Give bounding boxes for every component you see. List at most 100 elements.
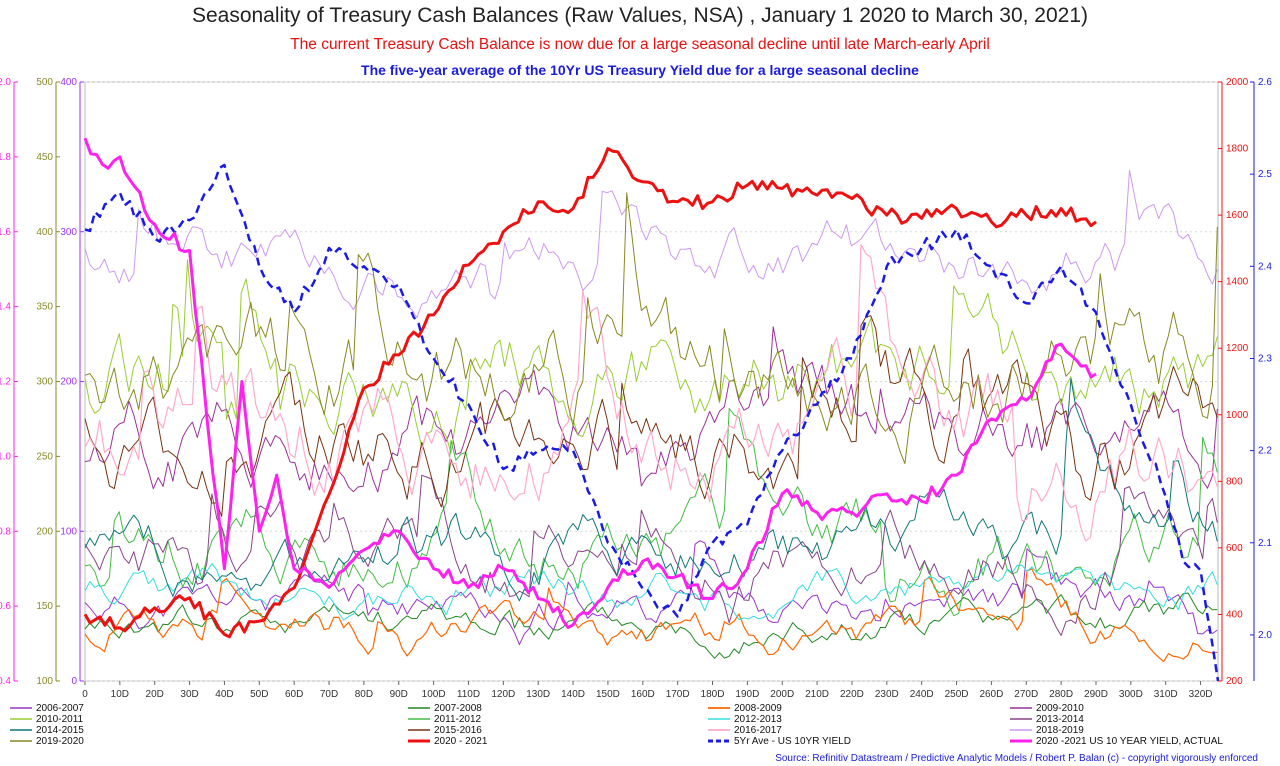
- left_olive-tick-label: 150: [36, 601, 53, 612]
- legend-item: 2013-2014: [1010, 714, 1084, 725]
- legend-swatch: [708, 707, 730, 710]
- legend-label: 2012-2013: [734, 714, 782, 725]
- legend-label: 2020 - 2021: [434, 736, 488, 747]
- x-tick-label: 170D: [666, 689, 690, 700]
- left_olive-tick-label: 250: [36, 451, 53, 462]
- series-line-2018-2019: [84, 169, 1218, 319]
- series-line-2016-2017: [84, 244, 1218, 542]
- x-tick-label: 300D: [1119, 689, 1143, 700]
- legend-item: 5Yr Ave - US 10YR YIELD: [708, 736, 851, 747]
- left_magenta-tick-label: 2.0: [0, 77, 11, 88]
- series-line-2020-2021-us-10-year-yield-actual: [83, 137, 1097, 629]
- legend-swatch: [408, 729, 430, 732]
- left_olive-tick-label: 400: [36, 227, 53, 238]
- left_olive-tick-label: 350: [36, 302, 53, 313]
- series-line-5yr-ave-us-10yr-yield: [84, 163, 1220, 682]
- right_red-tick-label: 1000: [1226, 410, 1249, 421]
- legend-label: 2018-2019: [1036, 725, 1084, 736]
- left_olive-tick-label: 200: [36, 526, 53, 537]
- legend-item: 2020 - 2021: [408, 736, 487, 747]
- left_purple-tick-label: 300: [60, 227, 77, 238]
- x-tick-label: 210D: [805, 689, 829, 700]
- legend-item: 2020 -2021 US 10 YEAR YIELD, ACTUAL: [1010, 736, 1223, 747]
- legend-label: 2015-2016: [434, 725, 482, 736]
- x-tick-label: 260D: [979, 689, 1003, 700]
- right_red-tick-label: 800: [1226, 476, 1243, 487]
- left_purple-tick-label: 400: [60, 77, 77, 88]
- legend-item: 2016-2017: [708, 725, 782, 736]
- legend-swatch: [408, 718, 430, 721]
- x-tick-label: 280D: [1049, 689, 1073, 700]
- legend-label: 2006-2007: [36, 703, 84, 714]
- x-tick-label: 130D: [526, 689, 550, 700]
- x-tick-label: 250D: [945, 689, 969, 700]
- chart-subtitle-blue: The five-year average of the 10Yr US Tre…: [361, 62, 919, 78]
- x-tick-label: 0: [82, 689, 88, 700]
- left_olive-tick-label: 300: [36, 377, 53, 388]
- legend-swatch: [708, 729, 730, 732]
- legend-swatch: [1010, 739, 1032, 743]
- legend-item: 2009-2010: [1010, 703, 1084, 714]
- legend-item: 2006-2007: [10, 703, 84, 714]
- legend-label: 2020 -2021 US 10 YEAR YIELD, ACTUAL: [1036, 736, 1223, 747]
- legend-item: 2018-2019: [1010, 725, 1084, 736]
- right_red-tick-label: 400: [1226, 609, 1243, 620]
- legend-label: 2010-2011: [36, 714, 84, 725]
- x-tick-label: 150D: [596, 689, 620, 700]
- legend-label: 2016-2017: [734, 725, 782, 736]
- legend-swatch: [10, 740, 32, 743]
- legend-swatch: [408, 739, 430, 743]
- right_red-tick-label: 1800: [1226, 144, 1249, 155]
- legend-item: 2012-2013: [708, 714, 782, 725]
- x-tick-label: 110D: [457, 689, 480, 700]
- right_blue-tick-label: 2.3: [1258, 353, 1272, 364]
- right_blue-tick-label: 2.5: [1258, 169, 1272, 180]
- x-tick-label: 180D: [701, 689, 725, 700]
- legend-swatch: [1010, 729, 1032, 732]
- x-tick-label: 310D: [1154, 689, 1178, 700]
- x-tick-label: 90D: [390, 689, 408, 700]
- series-line-2011-2012: [84, 408, 1218, 617]
- x-tick-label: 230D: [875, 689, 899, 700]
- left_magenta-tick-label: 0.8: [0, 526, 11, 537]
- x-tick-label: 160D: [631, 689, 655, 700]
- left_olive-tick-label: 500: [36, 77, 53, 88]
- right_red-tick-label: 1400: [1226, 277, 1249, 288]
- left_magenta-tick-label: 1.4: [0, 302, 11, 313]
- x-tick-label: 270D: [1014, 689, 1038, 700]
- x-tick-label: 190D: [735, 689, 759, 700]
- legend-label: 2011-2012: [434, 714, 482, 725]
- legend-swatch: [1010, 718, 1032, 721]
- legend-swatch: [708, 739, 730, 743]
- right_red-tick-label: 200: [1226, 676, 1243, 687]
- right_red-tick-label: 2000: [1226, 77, 1249, 88]
- legend-item: 2010-2011: [10, 714, 83, 725]
- right_red-tick-label: 1600: [1226, 210, 1249, 221]
- x-tick-label: 10D: [111, 689, 129, 700]
- legend-swatch: [10, 707, 32, 710]
- left_purple-tick-label: 100: [60, 526, 77, 537]
- x-tick-label: 120D: [491, 689, 515, 700]
- chart-area: 0.4 0.6 0.8 1.0 1.2 1.4 1.6 1.8 2.0 100 150 200 250 3…: [0, 77, 1272, 700]
- right_blue-tick-label: 2.0: [1258, 630, 1272, 641]
- series-line-2020-2021: [83, 147, 1097, 639]
- x-tick-label: 320D: [1189, 689, 1213, 700]
- chart-subtitle-red: The current Treasury Cash Balance is now…: [290, 36, 990, 53]
- legend-item: 2007-2008: [408, 703, 482, 714]
- left_magenta-tick-label: 0.4: [0, 676, 11, 687]
- right_red-tick-label: 1200: [1226, 343, 1249, 354]
- legend-item: 2019-2020: [10, 736, 84, 747]
- legend-label: 2014-2015: [36, 725, 84, 736]
- x-tick-label: 40D: [215, 689, 233, 700]
- x-tick-label: 100D: [422, 689, 446, 700]
- series-line-2013-2014: [84, 474, 1218, 636]
- legend: 2006-2007 2007-2008 2008-2009 2009-2010 2010…: [0, 703, 1280, 753]
- left_magenta-tick-label: 1.2: [0, 377, 11, 388]
- x-tick-label: 60D: [285, 689, 303, 700]
- chart-title: Seasonality of Treasury Cash Balances (R…: [191, 4, 1089, 27]
- legend-swatch: [1010, 707, 1032, 710]
- right_blue-tick-label: 2.1: [1258, 538, 1272, 549]
- legend-swatch: [408, 707, 430, 710]
- x-tick-label: 50D: [250, 689, 268, 700]
- x-tick-label: 220D: [840, 689, 864, 700]
